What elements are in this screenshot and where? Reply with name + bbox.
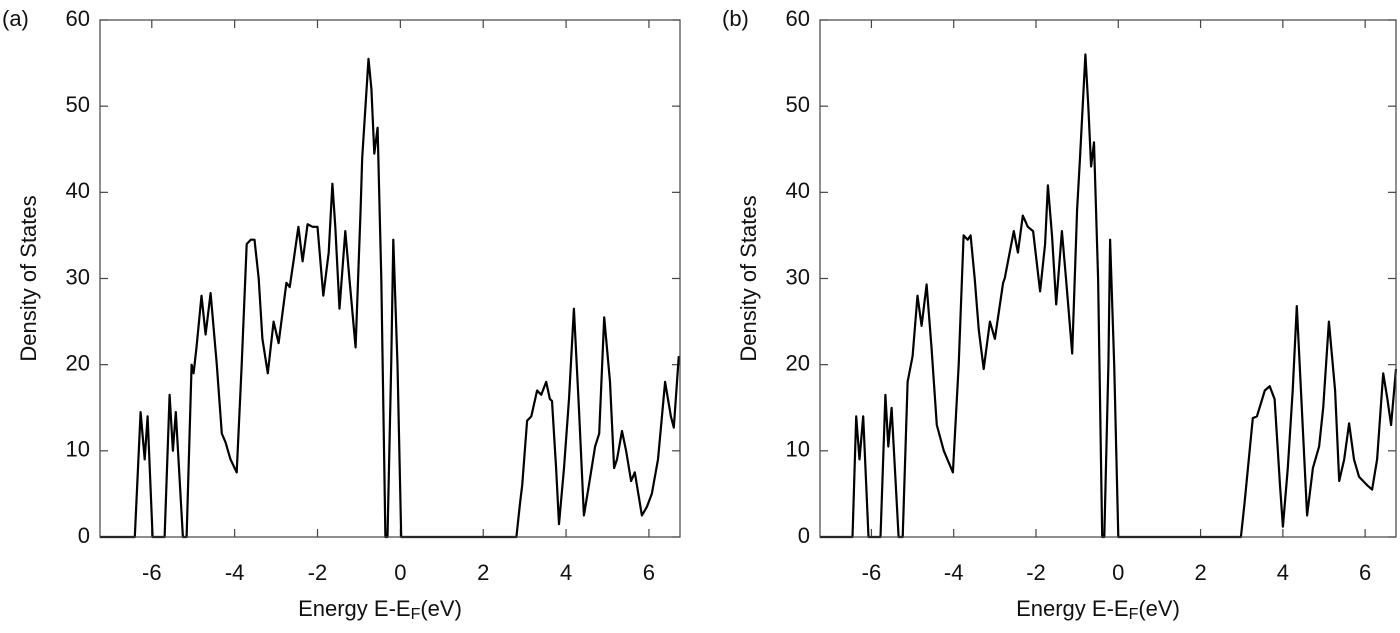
y-tick-label: 20 bbox=[66, 350, 90, 375]
x-axis-label-sub: F bbox=[411, 606, 421, 623]
x-tick-label: -6 bbox=[142, 560, 162, 585]
dos-line bbox=[820, 53, 1398, 539]
x-tick-label: 4 bbox=[1277, 560, 1289, 585]
x-tick-label: 2 bbox=[1194, 560, 1206, 585]
plot-frame bbox=[819, 19, 1397, 538]
y-tick-label: 10 bbox=[786, 437, 810, 462]
y-axis-label: Density of States bbox=[736, 195, 761, 361]
x-axis-label: Energy E-EF(eV) bbox=[1016, 596, 1180, 623]
x-axis-label-main: Energy E-E bbox=[298, 596, 411, 621]
x-axis-label-end: (eV) bbox=[1138, 596, 1180, 621]
x-tick-label: 2 bbox=[477, 560, 489, 585]
y-tick-label: 40 bbox=[66, 178, 90, 203]
x-tick-label: 6 bbox=[643, 560, 655, 585]
x-axis-label-main: Energy E-E bbox=[1016, 596, 1129, 621]
x-tick-label: -6 bbox=[862, 560, 882, 585]
y-tick-label: 50 bbox=[66, 92, 90, 117]
x-tick-label: 0 bbox=[394, 560, 406, 585]
dos-line bbox=[100, 57, 680, 539]
panel-label: (b) bbox=[722, 6, 749, 31]
y-tick-label: 50 bbox=[786, 92, 810, 117]
y-tick-label: 60 bbox=[786, 6, 810, 31]
x-tick-label: 0 bbox=[1112, 560, 1124, 585]
plot-frame bbox=[99, 19, 681, 538]
y-tick-label: 30 bbox=[786, 264, 810, 289]
x-tick-label: -4 bbox=[225, 560, 245, 585]
x-tick-label: -2 bbox=[1026, 560, 1046, 585]
y-tick-label: 20 bbox=[786, 350, 810, 375]
y-tick-label: 30 bbox=[66, 264, 90, 289]
y-tick-label: 10 bbox=[66, 437, 90, 462]
x-axis-label: Energy E-EF(eV) bbox=[298, 596, 462, 623]
x-tick-label: -4 bbox=[944, 560, 964, 585]
y-tick-label: 0 bbox=[798, 523, 810, 548]
y-tick-label: 40 bbox=[786, 178, 810, 203]
x-tick-label: -2 bbox=[308, 560, 328, 585]
y-tick-label: 0 bbox=[78, 523, 90, 548]
panel-label: (a) bbox=[2, 6, 29, 31]
x-axis-label-end: (eV) bbox=[420, 596, 462, 621]
x-tick-label: 4 bbox=[560, 560, 572, 585]
y-tick-label: 60 bbox=[66, 6, 90, 31]
x-tick-label: 6 bbox=[1359, 560, 1371, 585]
x-axis-label-sub: F bbox=[1129, 606, 1139, 623]
y-axis-label: Density of States bbox=[16, 195, 41, 361]
